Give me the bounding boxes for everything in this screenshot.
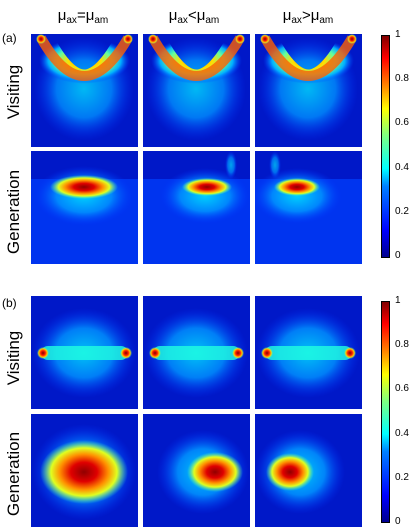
column-header-greater: μax>μam <box>282 7 334 27</box>
panel-b-generation-greater <box>255 414 362 527</box>
panel-b-generation-equal <box>31 414 138 527</box>
panel-a-generation-greater <box>255 151 362 264</box>
row-label-a-visiting: Visiting <box>4 64 23 120</box>
colorbar-a-tick-0: 0 <box>395 250 401 261</box>
colorbar-a <box>381 35 390 258</box>
panel-a-generation-less <box>143 151 250 264</box>
part-b-label: (b) <box>2 296 17 310</box>
colorbar-a-tick-0.4: 0.4 <box>395 162 409 173</box>
column-header-less: μax<μam <box>168 7 220 27</box>
colorbar-a-tick-1: 1 <box>395 29 401 40</box>
part-a-label: (a) <box>2 31 17 45</box>
panel-a-visiting-less <box>143 34 250 147</box>
panel-b-generation-less <box>143 414 250 527</box>
panel-b-visiting-equal <box>31 296 138 409</box>
row-label-a-generation: Generation <box>4 169 23 255</box>
panel-a-generation-equal <box>31 151 138 264</box>
colorbar-b <box>381 301 390 523</box>
panel-b-visiting-less <box>143 296 250 409</box>
colorbar-a-tick-0.8: 0.8 <box>395 73 409 84</box>
column-header-equal: μax=μam <box>57 7 109 27</box>
colorbar-b-tick-0.2: 0.2 <box>395 472 409 483</box>
panel-a-visiting-greater <box>255 34 362 147</box>
colorbar-a-tick-0.2: 0.2 <box>395 206 409 217</box>
colorbar-b-tick-1: 1 <box>395 295 401 306</box>
panel-a-visiting-equal <box>31 34 138 147</box>
panel-b-visiting-greater <box>255 296 362 409</box>
colorbar-a-tick-0.6: 0.6 <box>395 117 409 128</box>
colorbar-b-tick-0.4: 0.4 <box>395 428 409 439</box>
colorbar-b-tick-0.6: 0.6 <box>395 383 409 394</box>
colorbar-b-tick-0: 0 <box>395 516 401 527</box>
row-label-b-visiting: Visiting <box>4 330 23 386</box>
colorbar-b-tick-0.8: 0.8 <box>395 339 409 350</box>
row-label-b-generation: Generation <box>4 431 23 517</box>
